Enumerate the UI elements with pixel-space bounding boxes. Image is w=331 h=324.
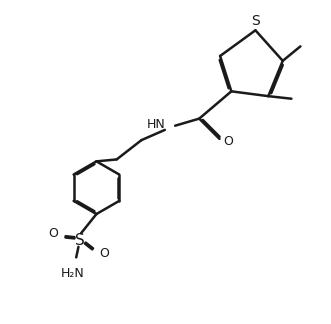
Text: HN: HN	[147, 118, 166, 131]
Text: S: S	[251, 14, 260, 28]
Text: O: O	[48, 227, 58, 240]
Text: H₂N: H₂N	[61, 267, 84, 280]
Text: O: O	[99, 247, 109, 260]
Text: S: S	[75, 233, 85, 248]
Text: O: O	[223, 135, 233, 148]
